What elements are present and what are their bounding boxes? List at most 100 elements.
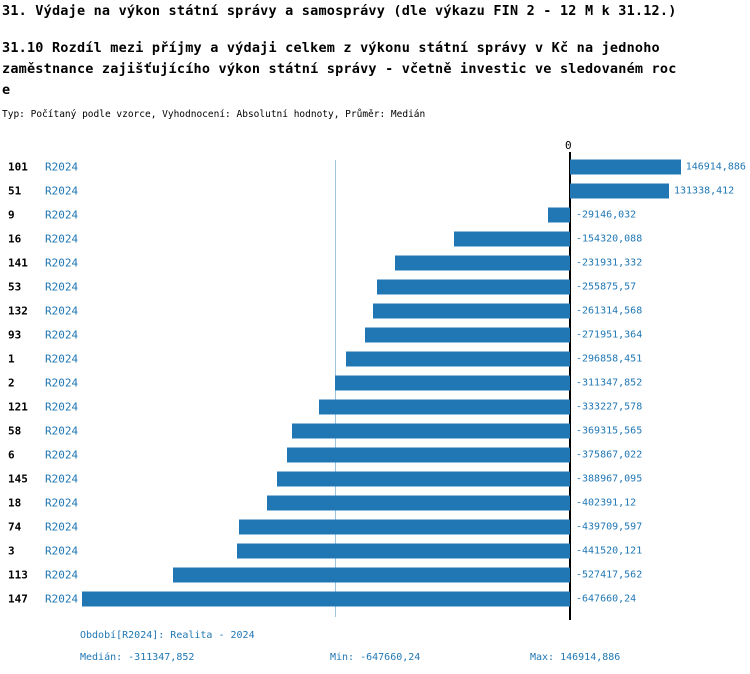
value-bar[interactable] xyxy=(318,399,570,415)
chart-row: 147 R2024 -647660,24 xyxy=(0,587,750,611)
value-bar[interactable] xyxy=(291,423,570,439)
row-category-label: 53 xyxy=(8,280,22,294)
row-series-label: R2024 xyxy=(45,184,79,198)
value-bar[interactable] xyxy=(346,351,570,367)
row-series-label: R2024 xyxy=(45,280,79,294)
row-category-label: 147 xyxy=(8,592,28,606)
bar-value-label: -402391,12 xyxy=(576,497,637,509)
row-series-label: R2024 xyxy=(45,304,79,318)
bar-value-label: -154320,088 xyxy=(576,233,643,245)
row-category-label: 6 xyxy=(8,448,15,462)
bar-value-label: -369315,565 xyxy=(576,425,643,437)
row-category-label: 101 xyxy=(8,160,28,174)
chart-row: 1 R2024 -296858,451 xyxy=(0,347,750,371)
value-bar[interactable] xyxy=(276,471,570,487)
row-category-label: 141 xyxy=(8,256,28,270)
value-bar[interactable] xyxy=(82,591,570,607)
zero-axis-line xyxy=(569,152,571,620)
row-series-label: R2024 xyxy=(45,568,79,582)
chart-row: 74 R2024 -439709,597 xyxy=(0,515,750,539)
value-bar[interactable] xyxy=(238,519,570,535)
bar-value-label: -439709,597 xyxy=(576,521,643,533)
chart-row: 9 R2024 -29146,032 xyxy=(0,203,750,227)
row-series-label: R2024 xyxy=(45,592,79,606)
value-bar[interactable] xyxy=(365,327,570,343)
row-series-label: R2024 xyxy=(45,160,79,174)
chart-row: 6 R2024 -375867,022 xyxy=(0,443,750,467)
row-category-label: 2 xyxy=(8,376,15,390)
value-bar[interactable] xyxy=(335,375,570,391)
bar-value-label: 146914,886 xyxy=(685,161,746,173)
row-category-label: 16 xyxy=(8,232,22,246)
bar-value-label: -231931,332 xyxy=(576,257,643,269)
bar-value-label: -296858,451 xyxy=(576,353,643,365)
chart-row: 121 R2024 -333227,578 xyxy=(0,395,750,419)
chart-row: 101 R2024 146914,886 xyxy=(0,155,750,179)
row-category-label: 1 xyxy=(8,352,15,366)
row-category-label: 121 xyxy=(8,400,28,414)
bar-value-label: 131338,412 xyxy=(674,185,735,197)
bar-value-label: -255875,57 xyxy=(576,281,637,293)
bar-value-label: -311347,852 xyxy=(576,377,643,389)
value-bar[interactable] xyxy=(548,207,570,223)
row-category-label: 3 xyxy=(8,544,15,558)
value-bar[interactable] xyxy=(570,183,669,199)
chart-row: 113 R2024 -527417,562 xyxy=(0,563,750,587)
bar-value-label: -29146,032 xyxy=(576,209,637,221)
value-bar[interactable] xyxy=(286,447,570,463)
chart-row: 3 R2024 -441520,121 xyxy=(0,539,750,563)
chart-row: 18 R2024 -402391,12 xyxy=(0,491,750,515)
row-category-label: 113 xyxy=(8,568,28,582)
row-series-label: R2024 xyxy=(45,448,79,462)
value-bar[interactable] xyxy=(570,159,681,175)
row-category-label: 51 xyxy=(8,184,22,198)
footer-median: Medián: -311347,852 xyxy=(80,652,195,663)
row-series-label: R2024 xyxy=(45,424,79,438)
row-category-label: 93 xyxy=(8,328,22,342)
row-series-label: R2024 xyxy=(45,544,79,558)
chart-row: 145 R2024 -388967,095 xyxy=(0,467,750,491)
value-bar[interactable] xyxy=(373,303,570,319)
row-category-label: 145 xyxy=(8,472,28,486)
chart-subtitle-line-1: 31.10 Rozdíl mezi příjmy a výdaji celkem… xyxy=(2,40,660,56)
value-bar[interactable] xyxy=(237,543,570,559)
chart-meta-info: Typ: Počítaný podle vzorce, Vyhodnocení:… xyxy=(2,109,426,120)
footer-min: Min: -647660,24 xyxy=(330,652,421,663)
row-category-label: 74 xyxy=(8,520,22,534)
footer-max: Max: 146914,886 xyxy=(530,652,621,663)
chart-subtitle-line-2: zaměstnance zajišťujícího výkon státní s… xyxy=(2,61,677,77)
row-series-label: R2024 xyxy=(45,400,79,414)
bar-value-label: -333227,578 xyxy=(576,401,643,413)
footer-period: Období[R2024]: Realita - 2024 xyxy=(80,630,255,641)
row-series-label: R2024 xyxy=(45,328,79,342)
value-bar[interactable] xyxy=(453,231,570,247)
row-series-label: R2024 xyxy=(45,496,79,510)
row-series-label: R2024 xyxy=(45,208,79,222)
zero-axis-label: 0 xyxy=(565,139,572,152)
value-bar[interactable] xyxy=(172,567,570,583)
bar-value-label: -647660,24 xyxy=(576,593,637,605)
value-bar[interactable] xyxy=(377,279,570,295)
chart-row: 2 R2024 -311347,852 xyxy=(0,371,750,395)
value-bar[interactable] xyxy=(395,255,570,271)
row-series-label: R2024 xyxy=(45,520,79,534)
value-bar[interactable] xyxy=(266,495,570,511)
chart-subtitle-line-3: e xyxy=(2,82,11,98)
chart-row: 58 R2024 -369315,565 xyxy=(0,419,750,443)
row-category-label: 9 xyxy=(8,208,15,222)
row-series-label: R2024 xyxy=(45,376,79,390)
bar-value-label: -271951,364 xyxy=(576,329,643,341)
row-series-label: R2024 xyxy=(45,256,79,270)
chart-title: 31. Výdaje na výkon státní správy a samo… xyxy=(2,3,677,19)
chart-row: 132 R2024 -261314,568 xyxy=(0,299,750,323)
bar-value-label: -441520,121 xyxy=(576,545,643,557)
bar-value-label: -388967,095 xyxy=(576,473,643,485)
chart-row: 16 R2024 -154320,088 xyxy=(0,227,750,251)
chart-row: 141 R2024 -231931,332 xyxy=(0,251,750,275)
chart-row: 51 R2024 131338,412 xyxy=(0,179,750,203)
chart-row: 53 R2024 -255875,57 xyxy=(0,275,750,299)
row-category-label: 18 xyxy=(8,496,22,510)
chart-row: 93 R2024 -271951,364 xyxy=(0,323,750,347)
